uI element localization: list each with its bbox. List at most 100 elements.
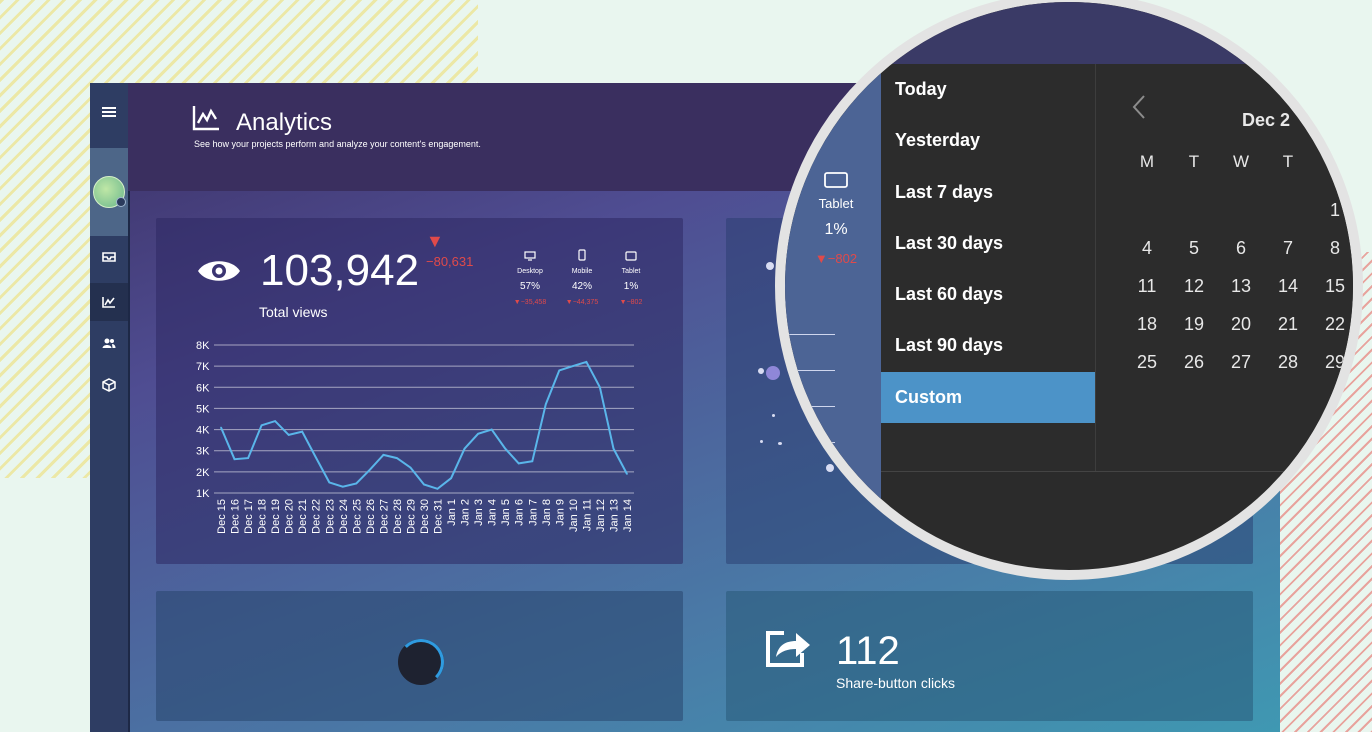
data-point	[260, 424, 263, 427]
device-pct: 42%	[571, 281, 592, 292]
page-subtitle: See how your projects perform and analyz…	[194, 139, 481, 149]
views-series-line	[220, 360, 628, 490]
weekday-label: T	[1282, 152, 1294, 171]
data-point	[490, 428, 493, 431]
x-tick-label: Jan 6	[514, 499, 526, 526]
desktop-icon	[524, 251, 536, 261]
preset-last-7-days[interactable]: Last 7 days	[895, 181, 994, 202]
calendar-day[interactable]: 28	[1277, 352, 1299, 372]
x-tick-label: Dec 25	[351, 499, 363, 534]
y-tick-label: 1K	[196, 488, 210, 500]
x-tick-label: Jan 1	[446, 499, 458, 526]
calendar-day[interactable]: 18	[1136, 314, 1158, 334]
calendar-day[interactable]: 14	[1277, 276, 1299, 296]
tablet-delta: ▼−802	[814, 251, 858, 266]
avatar[interactable]	[93, 176, 126, 208]
x-tick-label: Jan 4	[487, 499, 499, 526]
users-icon[interactable]	[90, 329, 128, 357]
data-point	[450, 477, 452, 479]
map-gridline	[785, 334, 835, 335]
device-mobile: Mobile 42% ▼−44,375	[560, 248, 604, 306]
x-tick-label: Dec 16	[230, 499, 242, 534]
divider	[881, 471, 1353, 472]
calendar-day[interactable]: 4	[1141, 238, 1152, 258]
share-clicks-value: 112	[836, 629, 900, 673]
data-point	[220, 426, 222, 429]
x-tick-label: Dec 26	[365, 499, 377, 534]
x-tick-label: Jan 7	[527, 499, 539, 526]
data-point	[382, 454, 385, 456]
data-point	[314, 456, 317, 458]
calendar-day[interactable]: 26	[1183, 352, 1205, 372]
total-views-label: Total views	[259, 304, 328, 320]
tablet-icon	[625, 251, 637, 261]
map-region	[772, 414, 775, 417]
user-avatar-section[interactable]	[90, 148, 128, 236]
x-tick-label: Dec 20	[284, 499, 296, 534]
x-tick-label: Jan 12	[595, 499, 607, 532]
menu-icon[interactable]	[90, 97, 128, 127]
data-point	[342, 485, 344, 488]
loading-spinner	[398, 639, 444, 685]
device-delta: ▼−44,375	[565, 299, 599, 306]
calendar-day[interactable]: 29	[1324, 352, 1346, 372]
calendar-day[interactable]: 13	[1230, 276, 1252, 296]
magnifier-header-strip	[785, 2, 1353, 64]
calendar-day[interactable]: 8	[1329, 238, 1340, 258]
sidebar	[90, 83, 130, 732]
x-tick-label: Dec 17	[243, 499, 255, 534]
data-point	[369, 468, 371, 471]
package-icon[interactable]	[90, 371, 128, 399]
analytics-title-icon	[192, 106, 219, 131]
map-region	[760, 440, 763, 443]
calendar-day[interactable]: 7	[1282, 238, 1293, 258]
calendar-day[interactable]: 20	[1230, 314, 1252, 334]
data-point	[463, 447, 466, 450]
loading-card	[156, 591, 683, 721]
x-tick-label: Dec 19	[270, 499, 282, 534]
calendar-day[interactable]: 21	[1277, 314, 1299, 334]
x-tick-label: Dec 23	[324, 499, 336, 534]
inbox-icon[interactable]	[90, 243, 128, 271]
x-tick-label: Jan 13	[608, 499, 620, 532]
data-point	[585, 361, 588, 363]
preset-custom[interactable]: Custom	[881, 371, 1095, 424]
mobile-icon	[578, 249, 586, 261]
preset-last-30-days[interactable]: Last 30 days	[895, 232, 1004, 253]
preset-last-60-days[interactable]: Last 60 days	[895, 284, 1004, 305]
data-point	[409, 466, 412, 469]
total-views-card: 103,942 Total views ▼ −80,631 Desktop 57…	[156, 218, 683, 564]
calendar-day[interactable]: 12	[1183, 276, 1205, 296]
preset-today[interactable]: Today	[895, 79, 947, 99]
calendar-day[interactable]: 11	[1137, 276, 1157, 296]
preset-yesterday[interactable]: Yesterday	[895, 130, 981, 151]
calendar-day[interactable]: 25	[1136, 352, 1158, 372]
x-tick-label: Dec 29	[405, 499, 417, 534]
data-point	[328, 481, 331, 484]
analytics-icon[interactable]	[90, 283, 128, 321]
device-pct: 57%	[519, 281, 540, 292]
data-point	[612, 447, 615, 450]
calendar-day[interactable]: 5	[1188, 238, 1199, 258]
calendar-day[interactable]: 6	[1235, 238, 1246, 258]
map-gridline	[785, 370, 835, 371]
chevron-left-icon[interactable]	[1132, 94, 1146, 120]
calendar-day[interactable]: 1	[1329, 200, 1340, 220]
calendar-day[interactable]: 22	[1324, 314, 1346, 334]
calendar-day[interactable]: 27	[1230, 352, 1252, 372]
data-point	[274, 420, 276, 422]
data-point	[545, 403, 547, 405]
preset-last-90-days[interactable]: Last 90 days	[895, 335, 1004, 356]
calendar: Dec 2 M T W T 1 4 5 6 7 8 11 12 13 14 15 18 19 20 21 22 25 26…	[1096, 64, 1353, 471]
share-clicks-card: 112 Share-button clicks	[726, 591, 1253, 721]
x-tick-label: Jan 8	[541, 499, 553, 526]
x-tick-label: Jan 5	[500, 499, 512, 526]
y-tick-label: 5K	[196, 403, 210, 415]
calendar-day[interactable]: 15	[1324, 276, 1346, 296]
calendar-day[interactable]: 19	[1183, 314, 1205, 334]
data-point	[355, 482, 358, 485]
share-icon	[766, 631, 810, 667]
x-tick-label: Jan 11	[581, 499, 593, 531]
x-tick-label: Dec 30	[419, 499, 431, 534]
device-delta: ▼−802	[619, 299, 643, 306]
